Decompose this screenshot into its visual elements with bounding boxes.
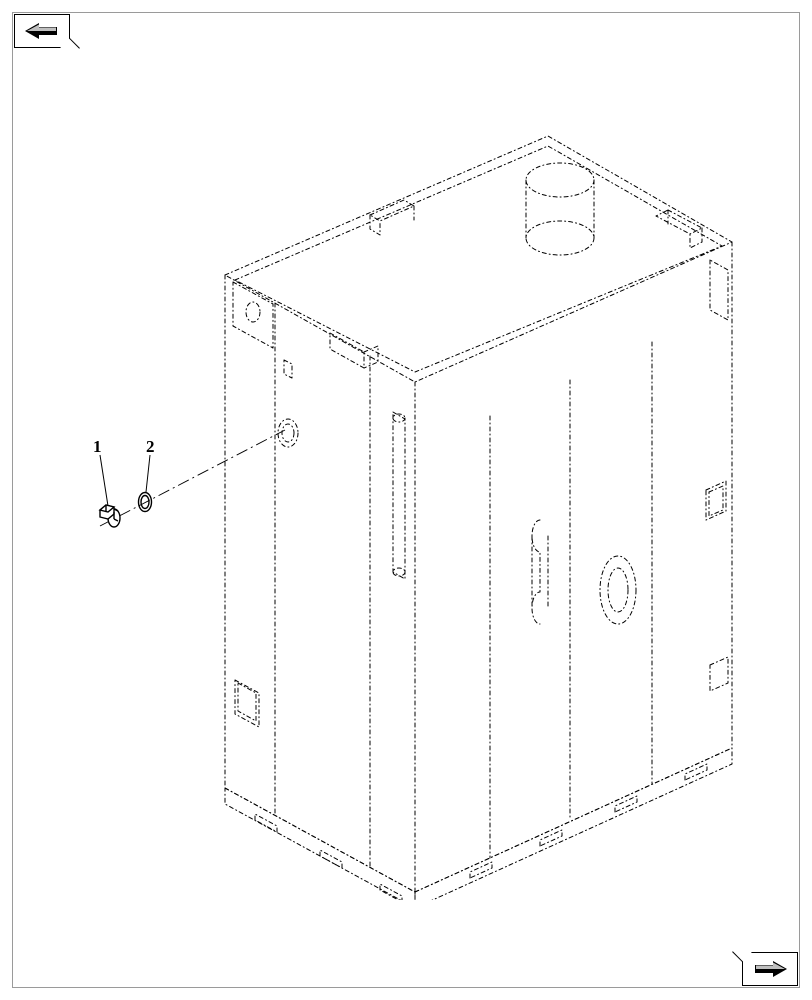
next-page-button[interactable] bbox=[742, 952, 798, 986]
page: 1 2 bbox=[0, 0, 812, 1000]
assembly-axis bbox=[100, 430, 285, 526]
prev-page-button[interactable] bbox=[14, 14, 70, 48]
o-ring bbox=[139, 493, 152, 512]
leader-lines bbox=[100, 455, 150, 506]
callout-label-1: 1 bbox=[93, 437, 102, 457]
callout-label-2: 2 bbox=[146, 437, 155, 457]
arrow-right-icon bbox=[751, 959, 789, 979]
tank-phantom bbox=[225, 136, 732, 900]
arrow-left-icon bbox=[23, 21, 61, 41]
hex-plug bbox=[100, 505, 120, 527]
parts-diagram bbox=[70, 120, 750, 900]
